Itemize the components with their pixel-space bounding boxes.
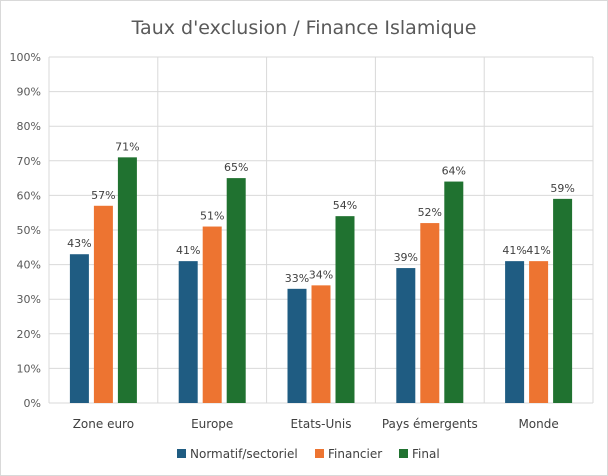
data-label: 71% [115, 140, 139, 153]
bar [93, 205, 113, 403]
data-label: 43% [67, 237, 91, 250]
data-labels: 43%57%71%41%51%65%33% 34%54%39%52%64%41% 4… [67, 140, 575, 284]
y-tick-label: 40% [17, 259, 41, 272]
y-tick-label: 10% [17, 362, 41, 375]
bar [505, 261, 525, 403]
y-tick-label: 100% [10, 51, 41, 64]
data-label: 51% [200, 210, 224, 223]
data-label: 33% [285, 272, 309, 285]
bar [202, 226, 222, 403]
legend: Normatif/sectoriel Financier Final [177, 447, 440, 461]
data-label: 65% [224, 161, 248, 174]
bar [529, 261, 549, 403]
data-label: 64% [442, 165, 466, 178]
data-label: 54% [333, 199, 357, 212]
data-label: 41% [176, 244, 200, 257]
data-label: 34% [309, 268, 333, 281]
legend-label: Final [412, 447, 440, 461]
bar [117, 157, 137, 403]
bar [311, 285, 331, 403]
y-axis-ticks: 0% 10% 20% 30% 40% 50% 60% 70% 80% 90% 100% [10, 51, 41, 410]
data-label: 57% [91, 189, 115, 202]
bar [444, 181, 464, 403]
category-label: Pays émergents [382, 417, 478, 431]
legend-swatch [315, 449, 324, 458]
legend-label: Financier [328, 447, 382, 461]
bars [69, 157, 573, 403]
bar [287, 288, 307, 403]
category-label: Zone euro [73, 417, 134, 431]
chart-title: Taux d'exclusion / Finance Islamique [131, 17, 477, 39]
bar [553, 198, 573, 403]
legend-swatch [399, 449, 408, 458]
y-tick-label: 30% [17, 293, 41, 306]
bar [69, 254, 89, 403]
bar [335, 216, 355, 403]
category-labels: Zone euro Europe Etats-Unis Pays émergents M… [73, 417, 559, 431]
y-tick-label: 90% [17, 86, 41, 99]
bar [178, 261, 198, 403]
y-tick-label: 60% [17, 189, 41, 202]
y-tick-label: 50% [17, 224, 41, 237]
legend-label: Normatif/sectoriel [190, 447, 298, 461]
data-label: 39% [394, 251, 418, 264]
y-tick-label: 0% [24, 397, 41, 410]
data-label: 59% [550, 182, 574, 195]
category-label: Etats-Unis [291, 417, 352, 431]
bar [420, 223, 440, 403]
data-label: 52% [418, 206, 442, 219]
category-label: Europe [191, 417, 233, 431]
bar [226, 178, 246, 403]
y-tick-label: 80% [17, 120, 41, 133]
data-label: 41% [526, 244, 550, 257]
gridlines [48, 56, 594, 404]
y-tick-label: 20% [17, 328, 41, 341]
bar [396, 268, 416, 403]
legend-swatch [177, 449, 186, 458]
data-label: 41% [502, 244, 526, 257]
category-label: Monde [518, 417, 558, 431]
y-tick-label: 70% [17, 155, 41, 168]
